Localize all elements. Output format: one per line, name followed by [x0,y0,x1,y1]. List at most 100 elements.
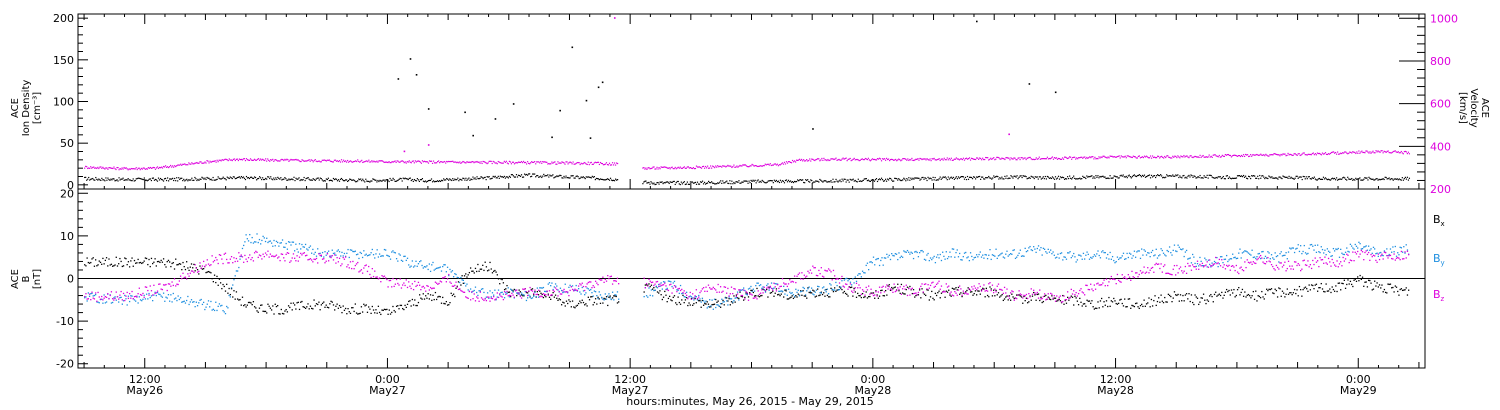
bx-point [1363,285,1365,287]
bx-point [1031,295,1034,297]
density-point [788,181,791,183]
bx-point [726,297,728,299]
velocity-point [985,156,987,159]
velocity-point [326,159,328,161]
velocity-point [814,159,816,162]
density-point [820,179,822,181]
bx-point [1073,304,1075,306]
by-point [1069,251,1071,253]
by-point [382,255,384,257]
density-point [152,177,155,179]
velocity-point [577,161,579,164]
by-point [365,253,367,255]
density-point [531,175,533,177]
bx-point [650,284,653,286]
velocity-point [651,167,653,169]
velocity-point [397,160,399,162]
by-point [848,278,850,281]
by-point [909,253,911,255]
bx-point [670,299,672,301]
by-point [598,291,600,293]
velocity-point [952,159,954,161]
velocity-point [91,167,93,169]
by-point [243,244,245,247]
velocity-point [253,158,256,160]
bx-point [1325,283,1327,285]
by-point [1234,256,1236,258]
bx-point [1285,293,1287,295]
bx-point [927,289,929,291]
density-point [959,176,962,178]
velocity-point [1278,154,1280,156]
bx-point [309,305,312,307]
velocity-point [1097,158,1099,160]
bx-point [113,265,115,267]
density-point [236,177,238,179]
density-point [1345,178,1347,180]
velocity-point [196,161,198,164]
by-point [1325,253,1327,256]
bx-point [1030,299,1032,301]
bx-point [1094,307,1097,309]
velocity-point [1349,151,1351,153]
velocity-point [463,161,465,163]
bx-point [290,302,292,304]
by-point [1251,249,1253,251]
velocity-point [889,159,891,162]
velocity-point [997,156,999,159]
by-point [592,295,594,297]
bx-point [1127,298,1129,300]
density-point [780,181,783,183]
velocity-point [129,168,131,171]
velocity-point [1257,154,1259,156]
velocity-point [1264,155,1266,157]
by-point [888,254,890,257]
velocity-point [702,165,705,167]
density-point [881,179,884,181]
density-point [288,178,290,180]
by-point [815,289,818,291]
bx-point [421,298,423,300]
by-point [454,273,456,275]
velocity-point [106,167,108,169]
by-point [605,298,608,300]
by-point [1125,258,1127,260]
density-point [1330,178,1333,180]
density-point [312,178,314,180]
density-point [354,180,356,182]
density-point [1241,176,1244,178]
velocity-point [260,158,262,160]
density-point [440,180,442,183]
density-point [1151,176,1154,178]
by-point [847,280,849,282]
bx-point [130,260,132,262]
by-point [920,250,922,252]
density-point [173,179,175,182]
velocity-point [960,158,963,160]
bx-point [860,296,863,299]
bx-point [353,310,355,313]
by-point [510,288,512,290]
density-point [561,177,563,179]
bx-point [337,307,339,309]
bx-point [423,298,426,300]
bx-point [476,270,478,273]
by-point [368,254,370,256]
density-point [672,180,674,183]
bx-point [599,302,602,305]
density-point [490,177,492,180]
velocity-point [1208,154,1210,156]
density-point [549,174,551,176]
velocity-point [780,163,783,165]
velocity-point [174,165,176,167]
density-point [1223,178,1225,180]
by-point [1192,253,1194,256]
by-point [290,244,292,246]
bx-point [1155,304,1157,307]
velocity-point [182,163,184,165]
bx-point [851,286,853,288]
by-point [563,291,565,293]
bx-point [904,293,906,295]
velocity-point [557,161,559,163]
density-point [877,179,880,181]
